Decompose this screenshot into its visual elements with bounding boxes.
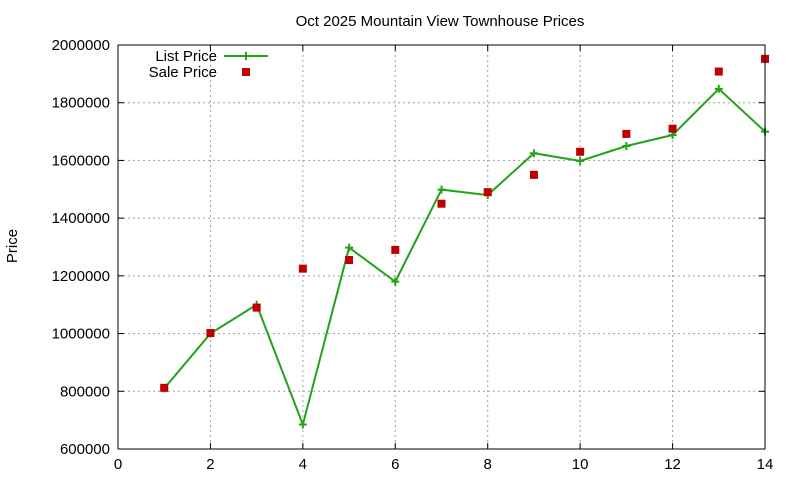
data-point-square [206,328,215,337]
data-point-square [160,383,169,392]
data-point-plus [345,243,354,252]
series-line [163,87,766,428]
data-point-plus [576,157,585,166]
data-point-plus [529,149,538,158]
legend-label: List Price [155,48,217,65]
y-tick-label: 1200000 [52,268,110,285]
data-point-square [576,147,585,156]
legend-plus-swatch [242,52,250,60]
data-point-square [298,264,307,273]
legend-square-swatch [242,68,250,76]
data-point-square [391,245,400,254]
data-point-square [345,255,354,264]
x-tick-label: 6 [391,456,399,473]
y-tick-label: 1000000 [52,326,110,343]
data-point-square [714,67,723,76]
series-list-price [160,84,769,429]
y-tick-label: 600000 [60,441,110,458]
data-point-plus [437,185,446,194]
series-sale-price [160,54,769,392]
legend-label: Sale Price [149,64,217,81]
data-series [160,54,769,429]
chart-title: Oct 2025 Mountain View Townhouse Prices [296,13,585,30]
data-point-square [483,188,492,197]
y-tick-label: 1400000 [52,210,110,227]
x-tick-label: 0 [114,456,122,473]
plot-frame [117,44,766,450]
x-tick-label: 4 [299,456,307,473]
y-tick-label: 2000000 [52,37,110,54]
data-point-plus [391,277,400,286]
data-point-plus [622,142,631,150]
data-point-square [529,170,538,179]
data-point-square [252,303,261,312]
data-point-square [437,199,446,208]
y-axis-label: Price [4,229,21,263]
y-tick-label: 1800000 [52,95,110,112]
x-tick-label: 10 [572,456,589,473]
data-point-square [668,124,677,133]
x-tick-label: 14 [757,456,774,473]
x-tick-label: 2 [206,456,214,473]
grid-lines [118,45,765,449]
data-point-plus [714,84,723,93]
data-point-square [622,129,631,138]
y-tick-label: 1600000 [52,152,110,169]
x-tick-label: 8 [484,456,492,473]
x-tick-label: 12 [664,456,681,473]
y-tick-label: 800000 [60,383,110,400]
axis-ticks: 0 2 4 6 8 10 12 14 600000 800000 1000000 1200000 140… [52,37,774,473]
data-point-plus [298,420,307,429]
